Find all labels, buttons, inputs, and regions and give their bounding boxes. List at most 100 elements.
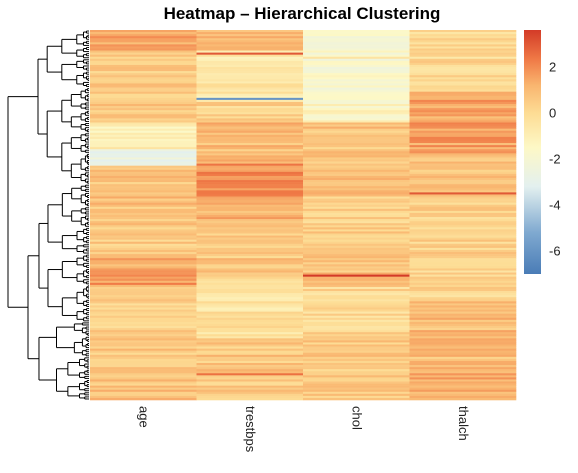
- heatmap-cell: [90, 286, 197, 290]
- heatmap-cell: [90, 85, 197, 88]
- heatmap-cell: [196, 321, 304, 325]
- heatmap-cell: [90, 262, 197, 265]
- heatmap-cell: [303, 132, 410, 136]
- heatmap-cell: [303, 173, 410, 177]
- heatmap-cell: [409, 190, 517, 193]
- heatmap-cell: [409, 151, 517, 154]
- heatmap-cell: [90, 141, 197, 144]
- heatmap-cell: [196, 38, 304, 41]
- column-label: trestbps: [243, 406, 258, 453]
- heatmap-cell: [196, 280, 304, 284]
- heatmap-cell: [303, 212, 410, 216]
- heatmap-cell: [196, 52, 304, 55]
- heatmap-cell: [303, 291, 410, 294]
- heatmap-cell: [196, 258, 304, 261]
- heatmap-cell: [196, 225, 304, 228]
- heatmap-cell: [303, 95, 410, 99]
- heatmap-cell: [90, 97, 197, 101]
- heatmap-cell: [90, 204, 197, 208]
- heatmap-cell: [303, 38, 410, 41]
- heatmap-cell: [303, 352, 410, 356]
- heatmap-cell: [409, 321, 517, 325]
- heatmap-cell: [409, 237, 517, 240]
- heatmap-cell: [303, 344, 410, 347]
- heatmap-cell: [409, 387, 517, 391]
- heatmap-cell: [409, 367, 517, 370]
- heatmap-cell: [409, 262, 517, 265]
- heatmap-cell: [303, 165, 410, 169]
- heatmap-cell: [90, 350, 197, 354]
- heatmap-cell: [90, 254, 197, 257]
- heatmap-cell: [303, 383, 410, 386]
- heatmap-cell: [196, 307, 304, 310]
- heatmap-cell: [303, 375, 410, 378]
- heatmap-cell: [303, 167, 410, 171]
- heatmap-cell: [90, 358, 197, 362]
- heatmap-cell: [303, 237, 410, 240]
- heatmap-cell: [196, 373, 304, 376]
- heatmap-cell: [90, 282, 197, 286]
- heatmap-cell: [196, 149, 304, 152]
- heatmap-cell: [196, 395, 304, 399]
- heatmap-cell: [196, 317, 304, 321]
- heatmap-cell: [196, 397, 304, 401]
- heatmap-cell: [90, 134, 197, 138]
- heatmap-cell: [303, 385, 410, 388]
- heatmap-cell: [303, 136, 410, 140]
- heatmap-cell: [90, 272, 197, 275]
- heatmap-cell: [90, 151, 197, 154]
- heatmap-cell: [303, 284, 410, 288]
- column-label: chol: [349, 406, 364, 430]
- heatmap-cell: [90, 95, 197, 99]
- heatmap-cell: [90, 268, 197, 271]
- heatmap-cell: [409, 235, 517, 238]
- heatmap-cell: [303, 126, 410, 129]
- heatmap-cell: [303, 268, 410, 271]
- heatmap-cell: [409, 354, 517, 358]
- heatmap-cell: [90, 75, 197, 78]
- heatmap-cell: [90, 231, 197, 234]
- heatmap-cell: [303, 178, 410, 181]
- heatmap-cell: [303, 301, 410, 304]
- heatmap-cell: [196, 328, 304, 331]
- heatmap-cell: [196, 153, 304, 156]
- heatmap-cell: [303, 254, 410, 257]
- heatmap-cell: [303, 202, 410, 206]
- heatmap-cell: [303, 56, 410, 60]
- heatmap-cell: [409, 83, 517, 86]
- heatmap-cell: [409, 286, 517, 290]
- heatmap-cell: [303, 40, 410, 43]
- heatmap-cell: [90, 319, 197, 323]
- heatmap-cell: [90, 356, 197, 360]
- heatmap-cell: [90, 108, 197, 111]
- heatmap-cell: [196, 215, 304, 218]
- heatmap-cell: [303, 52, 410, 55]
- heatmap-cell: [196, 147, 304, 150]
- heatmap-cell: [409, 161, 517, 164]
- heatmap-cell: [90, 54, 197, 58]
- heatmap-cell: [303, 397, 410, 401]
- heatmap-cell: [303, 276, 410, 280]
- heatmap-cell: [196, 313, 304, 317]
- heatmap-cell: [409, 346, 517, 349]
- heatmap-cell: [409, 54, 517, 58]
- heatmap-cell: [409, 194, 517, 197]
- heatmap-cell: [409, 395, 517, 399]
- heatmap-cell: [303, 120, 410, 123]
- heatmap-cell: [196, 99, 304, 103]
- heatmap-cell: [303, 32, 410, 35]
- heatmap-cell: [303, 363, 410, 366]
- heatmap-cell: [90, 239, 197, 243]
- heatmap-cell: [196, 95, 304, 99]
- heatmap-cell: [90, 79, 197, 82]
- heatmap-cell: [409, 110, 517, 113]
- heatmap-cell: [303, 270, 410, 273]
- heatmap-cell: [196, 208, 304, 212]
- heatmap-cell: [303, 114, 410, 117]
- heatmap-cell: [409, 301, 517, 304]
- heatmap-cell: [409, 120, 517, 123]
- heatmap-cell: [90, 126, 197, 129]
- heatmap-cell: [409, 307, 517, 310]
- heatmap-cell: [196, 219, 304, 222]
- heatmap-cell: [409, 192, 517, 195]
